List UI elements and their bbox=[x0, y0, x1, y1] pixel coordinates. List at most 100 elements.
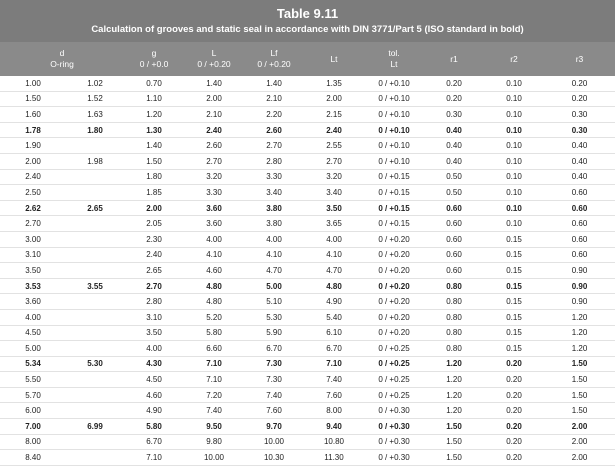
table-cell: 0 / +0.20 bbox=[364, 247, 424, 264]
table-cell: 0.40 bbox=[544, 137, 615, 154]
table-cell: 0.10 bbox=[484, 122, 544, 139]
table-cell: 3.40 bbox=[304, 184, 364, 201]
table-row: 8.00 6.70 9.80 10.00 10.80 0 / +0.30 1.50 0.20 2… bbox=[0, 434, 615, 451]
column-label: g bbox=[151, 48, 157, 58]
table-cell: 1.85 bbox=[124, 184, 184, 201]
table-cell bbox=[66, 247, 124, 264]
table-cell: 1.20 bbox=[424, 356, 484, 373]
table-cell: 7.60 bbox=[304, 387, 364, 404]
table-cell: 4.80 bbox=[184, 293, 244, 310]
table-cell: 9.40 bbox=[304, 418, 364, 435]
table-row: 3.00 2.30 4.00 4.00 4.00 0 / +0.20 0.60 0.15 0.6… bbox=[0, 231, 615, 248]
column-label: r3 bbox=[575, 53, 584, 64]
table-cell: 0.90 bbox=[544, 262, 615, 279]
column-header: Lt bbox=[304, 42, 364, 76]
table-cell: 4.50 bbox=[124, 371, 184, 388]
table-cell: 7.60 bbox=[244, 402, 304, 420]
table-cell: 0.40 bbox=[544, 169, 615, 186]
table-cell: 7.20 bbox=[184, 387, 244, 404]
table-cell: 4.30 bbox=[124, 356, 184, 373]
table-cell: 1.50 bbox=[544, 402, 615, 420]
table-cell: 0.10 bbox=[484, 76, 544, 92]
table-cell: 0.15 bbox=[484, 293, 544, 310]
table-cell: 5.20 bbox=[184, 309, 244, 326]
table-cell: 0 / +0.25 bbox=[364, 371, 424, 388]
table-cell bbox=[66, 402, 124, 420]
column-sublabel: O-ring bbox=[50, 59, 74, 69]
table-cell: 4.00 bbox=[124, 340, 184, 357]
table-cell: 0.30 bbox=[424, 106, 484, 123]
table-cell: 4.60 bbox=[124, 387, 184, 404]
table-cell: 0.60 bbox=[544, 247, 615, 264]
table-cell: 0.15 bbox=[484, 278, 544, 295]
table-cell: 6.00 bbox=[0, 402, 66, 420]
table-cell: 1.50 bbox=[124, 153, 184, 170]
table-cell: 0 / +0.30 bbox=[364, 449, 424, 466]
table-cell: 0.50 bbox=[424, 184, 484, 201]
table-cell: 0.10 bbox=[484, 106, 544, 123]
table-cell: 5.00 bbox=[0, 340, 66, 357]
table-cell: 0.10 bbox=[484, 184, 544, 201]
table-cell: 3.60 bbox=[184, 215, 244, 232]
title: Table 9.11 bbox=[276, 6, 339, 21]
table-cell: 3.00 bbox=[0, 231, 66, 248]
column-label: d bbox=[59, 48, 65, 58]
table-cell: 1.20 bbox=[424, 371, 484, 388]
table-cell: 1.63 bbox=[66, 106, 124, 123]
table-cell: 0 / +0.30 bbox=[364, 402, 424, 420]
table-cell: 0 / +0.10 bbox=[364, 76, 424, 92]
table-cell: 2.70 bbox=[0, 215, 66, 232]
table-cell: 1.50 bbox=[424, 434, 484, 451]
column-label: Lt bbox=[330, 53, 338, 64]
table-cell: 8.00 bbox=[0, 434, 66, 451]
column-header: r3 bbox=[544, 42, 615, 76]
table-row: 5.70 4.60 7.20 7.40 7.60 0 / +0.25 1.20 0.20 1.5… bbox=[0, 387, 615, 404]
table-cell: 10.00 bbox=[184, 449, 244, 466]
table-cell: 0.80 bbox=[424, 309, 484, 326]
table-cell: 0.60 bbox=[424, 262, 484, 279]
table-cell: 1.20 bbox=[544, 340, 615, 357]
table-cell: 0.60 bbox=[544, 184, 615, 201]
table-cell: 2.40 bbox=[184, 122, 244, 139]
table-cell: 0.60 bbox=[424, 247, 484, 264]
table-cell: 2.20 bbox=[244, 106, 304, 123]
table-cell: 2.70 bbox=[124, 278, 184, 295]
table-cell: 0 / +0.20 bbox=[364, 325, 424, 342]
table-row: 2.62 2.65 2.00 3.60 3.80 3.50 0 / +0.15 0.60 0.1… bbox=[0, 200, 615, 217]
table-cell bbox=[66, 262, 124, 279]
table-cell: 3.30 bbox=[244, 169, 304, 186]
table-cell: 2.50 bbox=[0, 184, 66, 201]
table-cell: 5.90 bbox=[244, 325, 304, 342]
table-cell: 8.40 bbox=[0, 449, 66, 466]
table-cell: 0.30 bbox=[544, 122, 615, 139]
table-cell bbox=[66, 231, 124, 248]
table-row: 2.40 1.80 3.20 3.30 3.20 0 / +0.15 0.50 0.10 0.4… bbox=[0, 169, 615, 186]
header: Table 9.11 Calculation of grooves and st… bbox=[0, 0, 615, 42]
table-cell: 5.30 bbox=[244, 309, 304, 326]
table-cell bbox=[66, 434, 124, 451]
table-row: 3.10 2.40 4.10 4.10 4.10 0 / +0.20 0.60 0.15 0.6… bbox=[0, 247, 615, 264]
table-row: 2.50 1.85 3.30 3.40 3.40 0 / +0.15 0.50 0.10 0.6… bbox=[0, 184, 615, 201]
table-cell: 0.20 bbox=[544, 91, 615, 108]
table-cell: 3.80 bbox=[244, 200, 304, 217]
table-cell: 0.70 bbox=[124, 76, 184, 92]
table-cell: 0.30 bbox=[544, 106, 615, 123]
table-cell: 3.50 bbox=[0, 262, 66, 279]
table-cell: 1.20 bbox=[424, 402, 484, 420]
table-cell: 0.60 bbox=[424, 231, 484, 248]
table-cell: 2.00 bbox=[184, 91, 244, 108]
table-cell: 0.90 bbox=[544, 293, 615, 310]
column-label: r1 bbox=[450, 53, 458, 64]
table-cell: 0.40 bbox=[424, 137, 484, 154]
table-cell: 5.50 bbox=[0, 371, 66, 388]
table-cell: 2.00 bbox=[544, 449, 615, 466]
table-cell: 0.80 bbox=[424, 278, 484, 295]
table-cell: 0.15 bbox=[484, 340, 544, 357]
table-row: 6.00 4.90 7.40 7.60 8.00 0 / +0.30 1.20 0.20 1.5… bbox=[0, 402, 615, 420]
table-cell: 1.20 bbox=[424, 387, 484, 404]
table-cell: 2.80 bbox=[244, 153, 304, 170]
table-cell: 4.00 bbox=[0, 309, 66, 326]
table-cell: 0.40 bbox=[424, 122, 484, 139]
table-cell: 0.15 bbox=[484, 325, 544, 342]
